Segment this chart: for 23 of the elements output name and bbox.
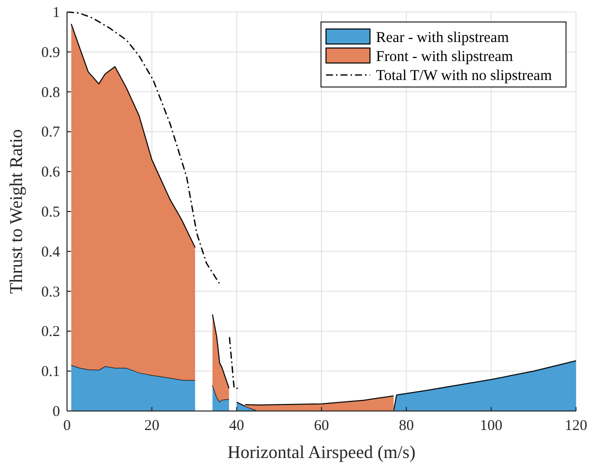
x-tick-label: 120 bbox=[564, 418, 588, 434]
y-tick-label: 0.9 bbox=[41, 44, 60, 61]
y-axis-title: Thrust to Weight Ratio bbox=[6, 129, 26, 294]
x-tick-label: 100 bbox=[480, 418, 502, 434]
x-tick-label: 80 bbox=[398, 418, 414, 434]
y-tick-label: 0.1 bbox=[41, 364, 60, 380]
y-tick-label: 0.3 bbox=[41, 284, 60, 300]
legend-label: Rear - with slipstream bbox=[376, 30, 510, 46]
y-tick-label: 0.6 bbox=[41, 164, 60, 181]
y-tick-label: 0.7 bbox=[41, 124, 60, 141]
y-tick-label: 0.5 bbox=[41, 204, 60, 220]
y-tick-label: 0 bbox=[52, 404, 60, 420]
y-tick-label: 0.2 bbox=[41, 324, 60, 340]
x-tick-label: 40 bbox=[229, 418, 244, 434]
x-tick-label: 20 bbox=[144, 418, 160, 434]
y-tick-label: 1 bbox=[52, 5, 60, 21]
legend-label: Front - with slipstream bbox=[376, 49, 514, 65]
y-tick-label: 0.8 bbox=[41, 84, 60, 101]
x-tick-label: 60 bbox=[314, 418, 329, 434]
y-tick-label: 0.4 bbox=[41, 244, 60, 260]
legend-label: Total T/W with no slipstream bbox=[376, 68, 552, 84]
x-axis-title: Horizontal Airspeed (m/s) bbox=[228, 442, 416, 462]
x-tick-label: 0 bbox=[63, 418, 71, 434]
